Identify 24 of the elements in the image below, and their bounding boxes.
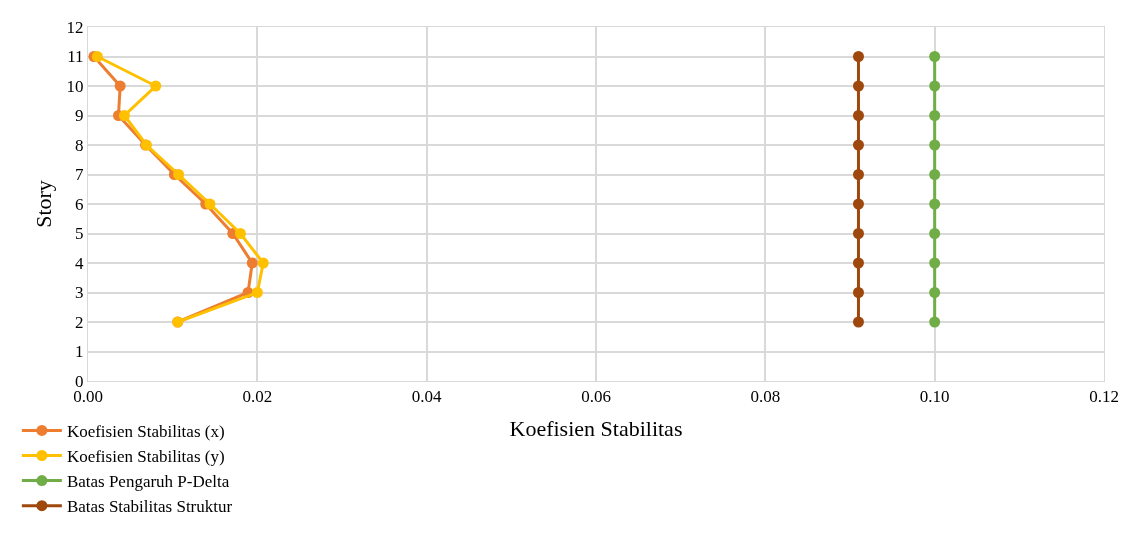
y-tick-label: 2: [75, 312, 84, 332]
x-tick-label: 0.06: [581, 387, 611, 407]
y-tick-label: 11: [67, 47, 84, 67]
y-tick-label: 10: [66, 76, 84, 96]
y-tick-label: 12: [66, 17, 84, 37]
y-tick-label: 3: [75, 283, 84, 303]
legend-label: Batas Stabilitas Struktur: [66, 497, 233, 517]
x-tick-label: 0.02: [242, 387, 273, 407]
y-tick-label: 4: [75, 253, 85, 273]
legend-label: Batas Pengaruh P-Delta: [66, 472, 230, 492]
y-tick-label: 7: [75, 165, 85, 185]
y-axis-title: Story: [31, 180, 57, 228]
y-tick-label: 9: [75, 106, 84, 126]
y-tick-label: 6: [75, 194, 84, 214]
x-axis-title: Koefisien Stabilitas: [509, 416, 683, 442]
y-tick-label: 1: [75, 342, 84, 362]
x-tick-label: 0.04: [411, 387, 443, 407]
legend-label: Koefisien Stabilitas (y): [66, 447, 225, 467]
y-tick-label: 8: [75, 135, 84, 155]
x-tick-label: 0.10: [919, 387, 950, 407]
y-tick-label: 5: [75, 224, 84, 244]
x-tick-label: 0.12: [1089, 387, 1119, 407]
x-tick-label: 0.08: [750, 387, 781, 407]
legend-label: Koefisien Stabilitas (x): [66, 422, 225, 442]
